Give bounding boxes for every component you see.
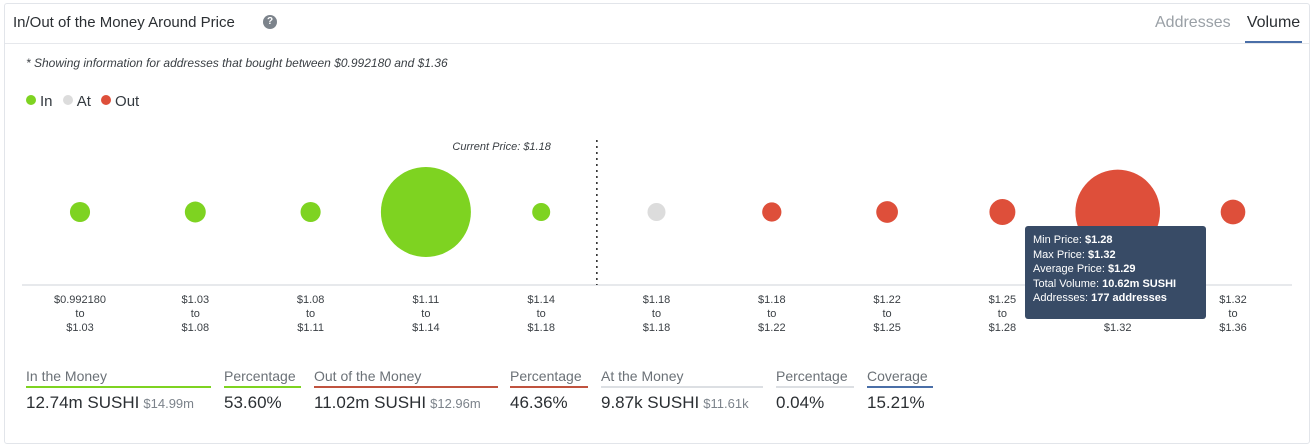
bin-label-to: to — [75, 308, 84, 320]
stat-coverage: Coverage 15.21% — [867, 368, 933, 413]
legend-dot-in — [26, 95, 36, 105]
bin-label-price: $1.11 — [413, 294, 440, 306]
bubble-in[interactable] — [69, 201, 91, 223]
stat-label: Out of the Money — [314, 368, 498, 388]
bin-label-price: $1.18 — [527, 322, 555, 334]
bin-label-price: $1.25 — [989, 294, 1017, 306]
bubble-in[interactable] — [300, 201, 321, 223]
bubble-in[interactable] — [184, 201, 206, 223]
bin-label-price: $1.18 — [643, 294, 671, 306]
tooltip: Min Price: $1.28 Max Price: $1.32 Averag… — [1025, 226, 1206, 319]
bin-label-to: to — [998, 308, 1007, 320]
bin-label-to: to — [1228, 308, 1237, 320]
stat-in-the-money: In the Money 12.74m SUSHI $14.99m — [26, 368, 211, 413]
legend-label-in: In — [40, 93, 53, 110]
legend-label-out: Out — [115, 93, 140, 110]
bin-label-price: $1.18 — [643, 322, 671, 334]
tooltip-row-min: Min Price: $1.28 — [1033, 234, 1113, 246]
bubble-out[interactable] — [876, 201, 898, 223]
bin-label-price: $1.28 — [989, 322, 1017, 334]
legend-dot-out — [101, 95, 112, 105]
bin-label-to: to — [883, 308, 892, 320]
stat-sub: $12.96m — [430, 396, 481, 411]
stat-sub: $11.61k — [703, 396, 749, 411]
bubble-out[interactable] — [989, 199, 1016, 225]
question-icon[interactable]: ? — [263, 15, 277, 29]
stat-label: Percentage — [510, 368, 588, 388]
legend-label-at: At — [76, 93, 91, 110]
bin-label-to: to — [537, 308, 546, 320]
legend-item-out[interactable]: Out — [101, 93, 139, 110]
tooltip-row-addresses: Addresses: 177 addresses — [1033, 292, 1167, 304]
bubble-in[interactable] — [532, 203, 551, 221]
card-title: In/Out of the Money Around Price — [13, 14, 235, 31]
stat-sub: $14.99m — [143, 396, 194, 411]
stat-value: 9.87k SUSHI — [601, 393, 700, 412]
current-price-label: Current Price: $1.18 — [452, 141, 551, 153]
bin-label-price: $1.08 — [297, 294, 325, 306]
tooltip-row-max: Max Price: $1.32 — [1033, 248, 1116, 261]
stat-in-percentage: Percentage 53.60% — [224, 368, 301, 413]
stat-label: Percentage — [776, 368, 854, 388]
stat-value: 46.36% — [510, 393, 568, 412]
info-note: * Showing information for addresses that… — [26, 56, 448, 70]
bin-label-price: $1.25 — [873, 322, 901, 334]
bin-label-to: to — [421, 308, 430, 320]
card-header: In/Out of the Money Around Price ? Addre… — [5, 4, 1309, 44]
bin-label-price: $1.03 — [182, 294, 210, 306]
stat-value: 11.02m SUSHI — [314, 393, 427, 412]
tooltip-row-volume: Total Volume: 10.62m SUSHI — [1033, 277, 1177, 290]
stat-value: 53.60% — [224, 393, 282, 412]
bin-label-to: to — [652, 308, 661, 320]
stat-label: Coverage — [867, 368, 933, 388]
stat-value: 12.74m SUSHI — [26, 393, 140, 412]
stat-label: Percentage — [224, 368, 301, 388]
bin-label-price: $1.36 — [1219, 322, 1247, 334]
tab-addresses[interactable]: Addresses — [1155, 14, 1231, 31]
legend-item-in[interactable]: In — [26, 93, 53, 110]
tab-volume[interactable]: Volume — [1245, 14, 1302, 43]
bin-label-price: $1.14 — [412, 322, 440, 334]
stat-at-percentage: Percentage 0.04% — [776, 368, 854, 413]
legend-dot-at — [62, 95, 73, 105]
stat-at-the-money: At the Money 9.87k SUSHI $11.61k — [601, 368, 763, 413]
bin-label-price: $1.22 — [758, 322, 786, 334]
bin-label-price: $1.14 — [527, 294, 555, 306]
stat-out-of-the-money: Out of the Money 11.02m SUSHI $12.96m — [314, 368, 498, 413]
legend: In At Out — [26, 93, 145, 110]
stat-value: 0.04% — [776, 393, 825, 412]
bin-label-to: to — [767, 308, 776, 320]
bin-label-price: $1.08 — [182, 322, 210, 334]
bin-label-price: $1.18 — [758, 294, 786, 306]
tooltip-row-avg: Average Price: $1.29 — [1033, 263, 1136, 275]
bubble-out[interactable] — [1220, 199, 1246, 225]
bin-label-to: to — [306, 308, 315, 320]
stat-label: In the Money — [26, 368, 211, 388]
bin-label-price: $1.03 — [66, 322, 94, 334]
stat-out-percentage: Percentage 46.36% — [510, 368, 588, 413]
legend-item-at[interactable]: At — [62, 93, 91, 110]
stat-label: At the Money — [601, 368, 763, 388]
bin-label-price: $1.22 — [873, 294, 901, 306]
bin-label-price: $1.11 — [297, 322, 324, 334]
stat-value: 15.21% — [867, 393, 925, 412]
bubble-at[interactable] — [647, 203, 666, 221]
bin-label-to: to — [191, 308, 200, 320]
bin-label-price: $0.992180 — [54, 294, 106, 306]
bin-label-price: $1.32 — [1104, 322, 1132, 334]
bin-label-price: $1.32 — [1219, 294, 1247, 306]
bubble-in[interactable] — [380, 167, 471, 257]
bubble-out[interactable] — [762, 202, 782, 222]
